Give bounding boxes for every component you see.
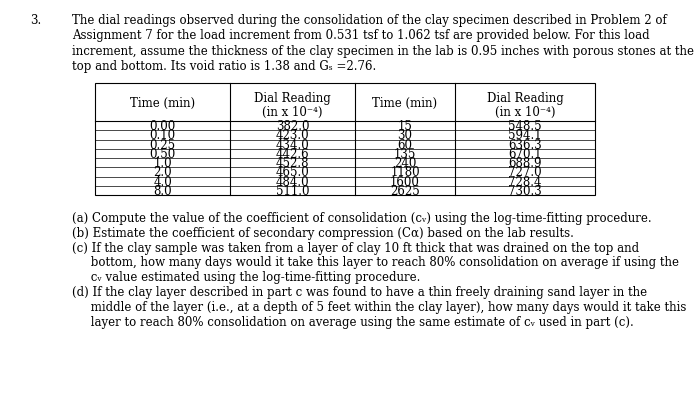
Text: 0.50: 0.50: [149, 148, 176, 160]
Text: middle of the layer (i.e., at a depth of 5 feet within the clay layer), how many: middle of the layer (i.e., at a depth of…: [72, 300, 687, 313]
Text: 4.0: 4.0: [153, 175, 172, 188]
Text: 670.1: 670.1: [508, 148, 542, 160]
Text: 730.3: 730.3: [508, 184, 542, 197]
Text: 1.0: 1.0: [153, 157, 172, 170]
Text: (in x 10⁻⁴): (in x 10⁻⁴): [262, 106, 323, 119]
Text: 1600: 1600: [390, 175, 420, 188]
Text: Assignment 7 for the load increment from 0.531 tsf to 1.062 tsf are provided bel: Assignment 7 for the load increment from…: [72, 29, 650, 43]
Text: Time (min): Time (min): [372, 96, 438, 109]
Text: 465.0: 465.0: [276, 166, 309, 179]
Text: (d) If the clay layer described in part c was found to have a thin freely draini: (d) If the clay layer described in part …: [72, 285, 647, 298]
Text: top and bottom. Its void ratio is 1.38 and Gₛ =2.76.: top and bottom. Its void ratio is 1.38 a…: [72, 60, 377, 73]
Text: (b) Estimate the coefficient of secondary compression (Cα) based on the lab resu: (b) Estimate the coefficient of secondar…: [72, 226, 574, 239]
Text: 636.3: 636.3: [508, 138, 542, 151]
Text: 0.00: 0.00: [149, 120, 176, 133]
Text: 2.0: 2.0: [153, 166, 172, 179]
Text: 30: 30: [398, 129, 412, 142]
Text: 452.8: 452.8: [276, 157, 309, 170]
Text: 1180: 1180: [390, 166, 420, 179]
Text: 240: 240: [394, 157, 416, 170]
Text: 0.25: 0.25: [149, 138, 176, 151]
Text: layer to reach 80% consolidation on average using the same estimate of cᵥ used i: layer to reach 80% consolidation on aver…: [72, 315, 634, 328]
Bar: [95, 84, 595, 196]
Text: 511.0: 511.0: [276, 184, 309, 197]
Text: 382.0: 382.0: [276, 120, 309, 133]
Text: Dial Reading: Dial Reading: [486, 92, 564, 105]
Text: 423.0: 423.0: [276, 129, 309, 142]
Text: (in x 10⁻⁴): (in x 10⁻⁴): [495, 106, 555, 119]
Text: increment, assume the thickness of the clay specimen in the lab is 0.95 inches w: increment, assume the thickness of the c…: [72, 45, 694, 58]
Text: 60: 60: [398, 138, 412, 151]
Text: (c) If the clay sample was taken from a layer of clay 10 ft thick that was drain: (c) If the clay sample was taken from a …: [72, 241, 639, 254]
Text: The dial readings observed during the consolidation of the clay specimen describ: The dial readings observed during the co…: [72, 14, 666, 27]
Text: bottom, how many days would it take this layer to reach 80% consolidation on ave: bottom, how many days would it take this…: [72, 256, 679, 269]
Text: 135: 135: [394, 148, 416, 160]
Text: 0.10: 0.10: [149, 129, 176, 142]
Text: 727.0: 727.0: [508, 166, 542, 179]
Text: cᵥ value estimated using the log-time-fitting procedure.: cᵥ value estimated using the log-time-fi…: [72, 271, 421, 284]
Text: 688.9: 688.9: [508, 157, 542, 170]
Text: 2625: 2625: [390, 184, 420, 197]
Text: 15: 15: [398, 120, 412, 133]
Text: 728.4: 728.4: [508, 175, 542, 188]
Text: 3.: 3.: [30, 14, 41, 27]
Text: 484.0: 484.0: [276, 175, 309, 188]
Text: Dial Reading: Dial Reading: [254, 92, 331, 105]
Text: 8.0: 8.0: [153, 184, 172, 197]
Text: 442.6: 442.6: [276, 148, 309, 160]
Text: (a) Compute the value of the coefficient of consolidation (cᵥ) using the log-tim: (a) Compute the value of the coefficient…: [72, 211, 652, 225]
Text: 594.1: 594.1: [508, 129, 542, 142]
Text: 434.0: 434.0: [276, 138, 309, 151]
Text: Time (min): Time (min): [130, 96, 195, 109]
Text: 548.5: 548.5: [508, 120, 542, 133]
